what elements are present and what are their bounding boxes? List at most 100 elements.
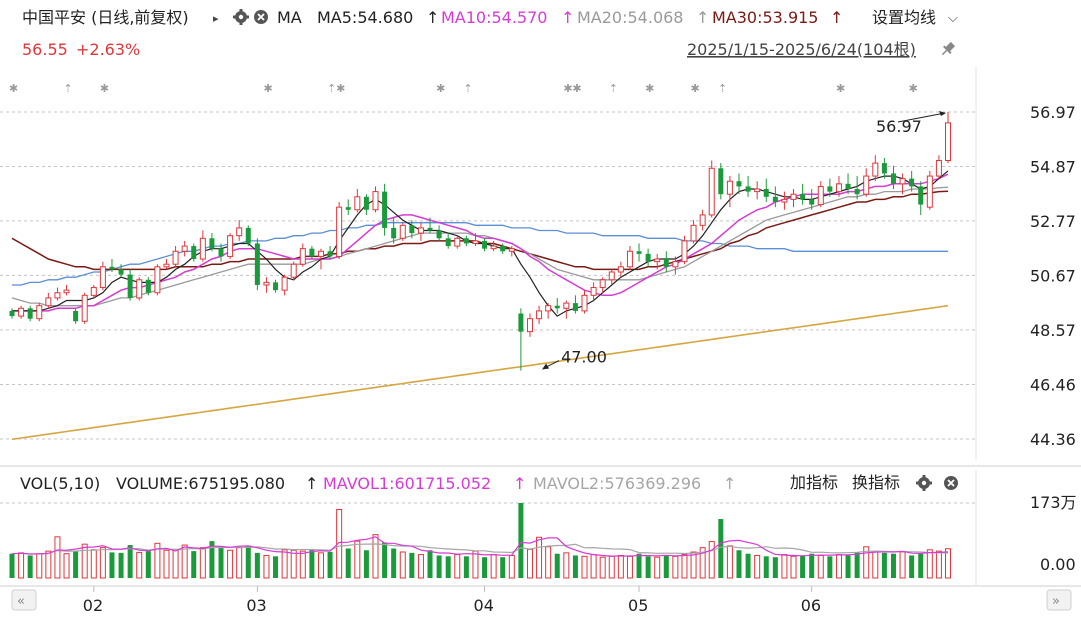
title-menu-arrow-icon[interactable]: ▸ [213, 12, 219, 25]
candle [863, 168, 870, 197]
mavol2-arrow-icon: ↑ [723, 474, 736, 493]
date-range[interactable]: 2025/1/15-2025/6/24(104根) [687, 40, 916, 59]
stock-title[interactable]: 中国平安 (日线,前复权) [22, 8, 189, 27]
candle-body [909, 178, 915, 187]
event-marker: ✱ [336, 82, 345, 95]
volume-bar [90, 549, 97, 579]
candle-body [254, 243, 260, 285]
volume-bar [863, 546, 870, 579]
candle-body [236, 227, 243, 237]
volume-bar [45, 550, 52, 579]
volume-ma-lines [11, 536, 949, 557]
candle [935, 155, 942, 179]
chevron-down-icon[interactable]: ⌵ [948, 11, 958, 26]
volume-bar [191, 551, 197, 578]
gear-icon[interactable] [233, 9, 249, 25]
volume-bar [599, 556, 606, 579]
scroll-left-icon[interactable]: « [11, 589, 37, 611]
candle-body [890, 173, 896, 184]
event-marker: ✱ [263, 82, 272, 95]
candle [772, 186, 778, 208]
candle [845, 173, 851, 195]
volume-bar [273, 556, 279, 578]
candle-body [382, 191, 388, 228]
candle-body [209, 238, 215, 249]
candle [90, 284, 97, 298]
candle [745, 176, 751, 197]
candle-body [317, 250, 324, 257]
volume-bar [881, 552, 887, 578]
candle-body [199, 237, 206, 260]
volume-bar [281, 549, 288, 579]
candle-body [572, 303, 578, 311]
candle [154, 264, 161, 296]
candle [209, 233, 215, 252]
candle [518, 308, 524, 371]
volume-panel: 173万 0.00 [0, 470, 1077, 585]
candle-body [563, 302, 570, 309]
volume-bar [845, 555, 851, 578]
candle [281, 274, 288, 296]
candle-body [27, 308, 33, 319]
candle-body [245, 227, 251, 244]
candle [218, 243, 224, 262]
candle-body [36, 305, 43, 320]
candle [827, 178, 833, 197]
volume-bar [872, 551, 879, 579]
candle-body [781, 198, 788, 203]
volume-bar [73, 551, 79, 578]
volume-bar [545, 546, 552, 579]
ma30-arrow-icon: ↑ [830, 8, 843, 27]
candle [654, 253, 661, 270]
event-marker: ✱ [691, 82, 700, 95]
candle-body [545, 305, 552, 312]
candle [363, 194, 369, 215]
candle-body [672, 261, 679, 268]
volume-bar [690, 551, 697, 579]
close-icon[interactable] [944, 476, 958, 490]
candle [854, 176, 860, 200]
svg-text:«: « [17, 594, 25, 609]
candle-body [736, 181, 742, 187]
last-price: 56.55 [22, 40, 68, 59]
ma5-line [12, 170, 949, 317]
volume-bar [118, 552, 124, 578]
candle-body [772, 196, 778, 202]
volume-bar [409, 552, 415, 578]
candle-body [127, 274, 133, 298]
candle [472, 233, 479, 247]
candle [599, 277, 606, 293]
volume-bar [772, 557, 778, 578]
candle-body [899, 178, 906, 185]
switch-indicator-button[interactable]: 换指标 [852, 473, 900, 492]
candle-body [817, 185, 824, 206]
volume-bar [199, 547, 206, 579]
scroll-right-icon[interactable]: » [1046, 589, 1072, 611]
candle-body [599, 279, 606, 289]
candle-body [790, 193, 797, 200]
volume-bar [263, 554, 270, 579]
candle-body [681, 240, 688, 263]
volume-bar [909, 555, 915, 578]
add-indicator-button[interactable]: 加指标 [790, 473, 838, 492]
volume-bar [81, 543, 88, 579]
volume-bar [945, 548, 951, 579]
ma-settings-button[interactable]: 设置均线 [872, 8, 936, 27]
candle-body [445, 238, 451, 247]
pin-icon[interactable] [939, 41, 957, 59]
volume-bar [526, 548, 533, 579]
x-axis-ticks: 02 03 04 05 06 [83, 586, 821, 615]
ma10-value: MA10:54.570 [441, 8, 547, 27]
gear-icon[interactable] [916, 475, 932, 491]
volume-bar [681, 554, 688, 579]
candle [236, 220, 243, 241]
volume-bar [36, 553, 43, 579]
candle-body [9, 310, 15, 317]
close-icon[interactable] [254, 10, 268, 24]
vol-label: VOL(5,10) [20, 474, 100, 493]
volume-bar [417, 554, 424, 579]
volume-bar [809, 553, 815, 578]
volume-bar [663, 555, 669, 578]
candle [835, 176, 842, 197]
